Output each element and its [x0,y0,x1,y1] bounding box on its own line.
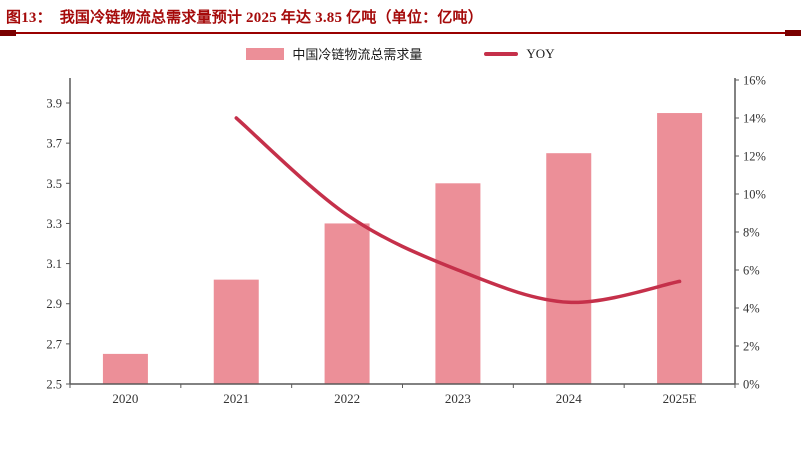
x-axis-label: 2022 [334,391,360,406]
left-axis-label: 3.1 [46,257,62,271]
bar-2021 [213,279,259,384]
left-axis-label: 3.9 [46,97,62,111]
right-axis-label: 6% [743,264,760,278]
title-rule-cap-left [0,30,16,36]
bar-2023 [435,183,481,384]
left-axis-label: 3.5 [46,177,62,191]
bar-2022 [324,223,370,384]
right-axis-label: 10% [743,188,766,202]
right-axis-label: 16% [743,74,766,88]
chart-legend: 中国冷链物流总需求量 YOY [0,44,801,63]
legend-item-demand: 中国冷链物流总需求量 [246,44,422,63]
bar-2020 [102,353,148,384]
x-axis-label: 2024 [556,391,583,406]
x-axis-label: 2025E [663,391,697,406]
right-axis-label: 12% [743,150,766,164]
left-axis-label: 2.5 [46,378,62,392]
yoy-line [234,116,682,305]
x-axis-label: 2020 [112,391,138,406]
x-axis-label: 2023 [445,391,471,406]
bar-2025E [657,113,703,385]
left-axis-label: 3.3 [46,217,62,231]
left-axis-label: 2.9 [46,297,62,311]
legend-label-yoy: YOY [526,45,555,61]
right-axis-label: 4% [743,302,760,316]
right-axis-label: 0% [743,378,760,392]
right-axis-label: 8% [743,226,760,240]
legend-label-demand: 中国冷链物流总需求量 [292,47,423,62]
figure-title: 图13： 我国冷链物流总需求量预计 2025 年达 3.85 亿吨（单位：亿吨） [6,10,483,26]
right-axis-label: 2% [743,340,760,354]
title-rule-cap-right [785,30,801,36]
left-axis-label: 3.7 [46,137,62,151]
line-swatch-icon [484,51,519,56]
bar-swatch-icon [246,47,285,60]
legend-item-yoy: YOY [484,45,555,62]
left-axis-label: 2.7 [46,337,62,351]
title-rule [0,32,801,34]
right-axis-label: 14% [743,112,766,126]
x-axis-label: 2021 [223,391,249,406]
bar-2024 [546,153,592,384]
